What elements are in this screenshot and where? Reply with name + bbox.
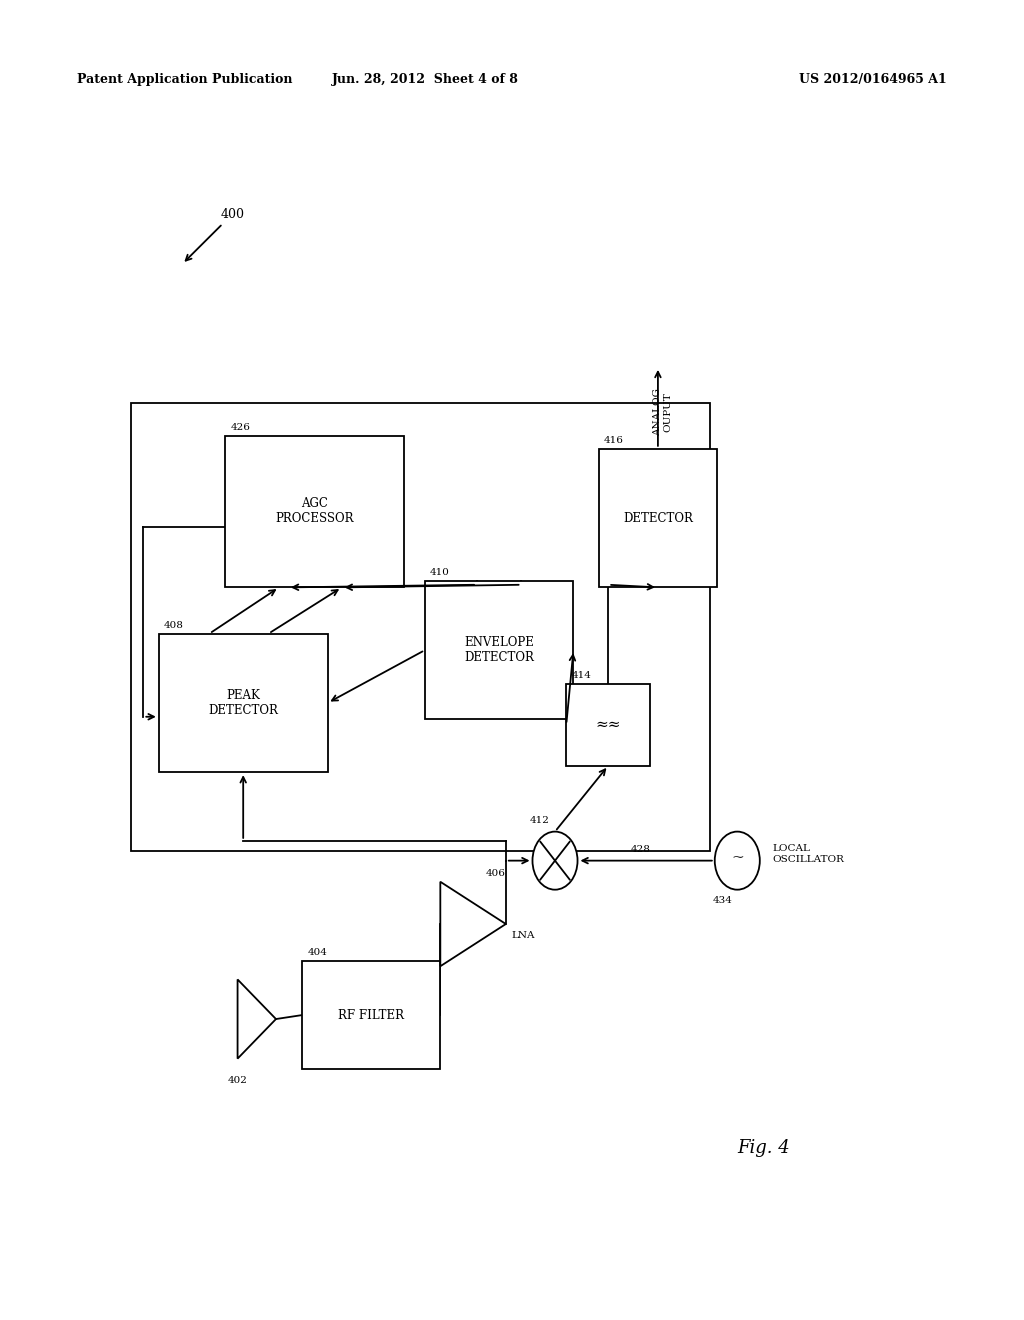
- Text: 434: 434: [713, 896, 732, 906]
- Text: ~: ~: [731, 851, 743, 865]
- Bar: [159, 634, 328, 772]
- Text: 416: 416: [604, 436, 624, 445]
- Text: RF FILTER: RF FILTER: [338, 1008, 404, 1022]
- Text: LNA: LNA: [511, 931, 535, 940]
- Text: LOCAL
OSCILLATOR: LOCAL OSCILLATOR: [772, 845, 844, 863]
- Text: ENVELOPE
DETECTOR: ENVELOPE DETECTOR: [464, 636, 535, 664]
- Text: 412: 412: [530, 816, 550, 825]
- Text: 408: 408: [164, 620, 183, 630]
- Text: 404: 404: [307, 948, 327, 957]
- Circle shape: [532, 832, 578, 890]
- Circle shape: [715, 832, 760, 890]
- Text: 402: 402: [227, 1076, 248, 1085]
- Bar: [566, 684, 650, 766]
- Bar: [599, 449, 717, 587]
- Text: ANALOG
OUPUT: ANALOG OUPUT: [653, 388, 673, 436]
- Text: DETECTOR: DETECTOR: [623, 512, 693, 524]
- Bar: [225, 436, 404, 587]
- Text: Patent Application Publication: Patent Application Publication: [77, 73, 292, 86]
- Text: 414: 414: [571, 671, 591, 680]
- Text: PEAK
DETECTOR: PEAK DETECTOR: [208, 689, 279, 717]
- Text: AGC
PROCESSOR: AGC PROCESSOR: [275, 498, 354, 525]
- Text: Fig. 4: Fig. 4: [737, 1139, 791, 1158]
- Text: 400: 400: [185, 207, 244, 260]
- Bar: [131, 403, 710, 851]
- Text: 426: 426: [230, 422, 250, 432]
- Bar: [425, 581, 573, 719]
- Text: US 2012/0164965 A1: US 2012/0164965 A1: [800, 73, 947, 86]
- Text: 428: 428: [631, 845, 651, 854]
- Text: 406: 406: [485, 869, 505, 878]
- Bar: [302, 961, 440, 1069]
- Text: Jun. 28, 2012  Sheet 4 of 8: Jun. 28, 2012 Sheet 4 of 8: [332, 73, 518, 86]
- Text: ≈≈: ≈≈: [596, 718, 621, 731]
- Text: 410: 410: [430, 568, 450, 577]
